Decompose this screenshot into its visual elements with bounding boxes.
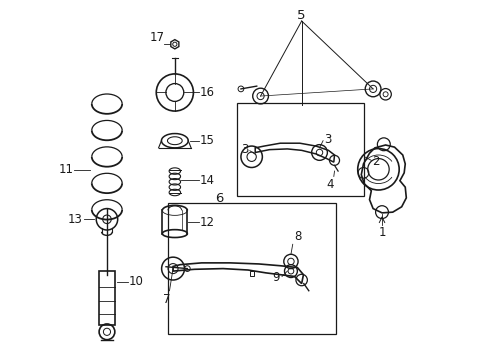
Text: 16: 16 [200,86,214,99]
Bar [236,103,364,196]
Text: 17: 17 [149,31,164,44]
Text: 14: 14 [200,174,214,186]
Text: 6: 6 [215,192,223,205]
Text: 3: 3 [240,144,247,157]
Text: 4: 4 [326,178,333,191]
Text: 11: 11 [58,163,73,176]
Bar [167,203,335,334]
Text: 1: 1 [378,226,385,239]
Text: 2: 2 [371,154,379,167]
Text: 13: 13 [68,213,83,226]
Text: 10: 10 [129,275,143,288]
Text: 8: 8 [293,230,301,243]
Bar [249,271,254,276]
Text: 7: 7 [163,293,170,306]
Text: 3: 3 [323,134,330,147]
Text: 9: 9 [271,271,279,284]
Text: 12: 12 [200,216,214,229]
Text: 15: 15 [200,134,214,147]
Text: 5: 5 [297,9,305,22]
